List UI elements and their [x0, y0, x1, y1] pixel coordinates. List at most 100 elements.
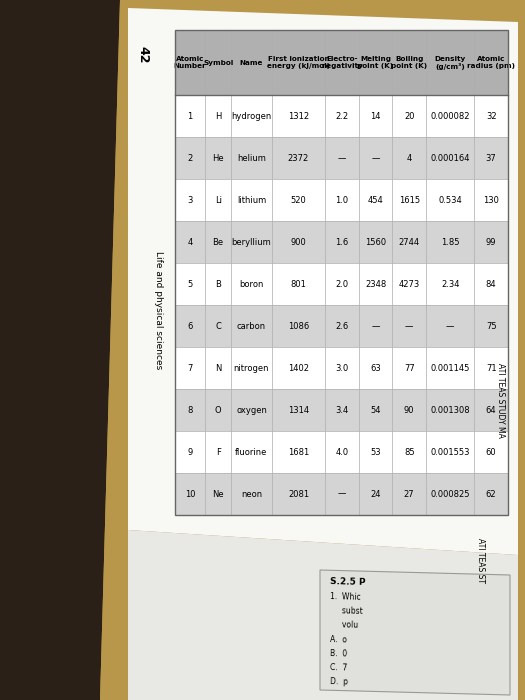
Text: 10: 10 — [185, 489, 195, 498]
Text: 3.4: 3.4 — [335, 405, 349, 414]
Polygon shape — [205, 221, 231, 263]
Polygon shape — [359, 473, 392, 515]
Text: 2.2: 2.2 — [335, 112, 349, 121]
Text: 6: 6 — [187, 322, 193, 330]
Polygon shape — [392, 137, 426, 179]
Text: Boiling
point (K): Boiling point (K) — [391, 56, 427, 69]
Polygon shape — [426, 221, 474, 263]
Polygon shape — [231, 389, 272, 431]
Text: 1: 1 — [187, 112, 193, 121]
Text: 14: 14 — [370, 112, 381, 121]
Polygon shape — [325, 221, 359, 263]
Text: 1402: 1402 — [288, 364, 309, 372]
Polygon shape — [392, 30, 426, 95]
Text: Atomic
radius (pm): Atomic radius (pm) — [467, 56, 515, 69]
Polygon shape — [0, 0, 120, 700]
Polygon shape — [272, 95, 325, 137]
Polygon shape — [231, 179, 272, 221]
Text: boron: boron — [239, 280, 264, 289]
Polygon shape — [320, 570, 510, 695]
Polygon shape — [426, 431, 474, 473]
Text: D.  p: D. p — [330, 676, 348, 686]
Polygon shape — [175, 431, 205, 473]
Polygon shape — [175, 473, 205, 515]
Polygon shape — [175, 95, 205, 137]
Polygon shape — [359, 263, 392, 305]
Polygon shape — [474, 95, 508, 137]
Polygon shape — [359, 431, 392, 473]
Text: 20: 20 — [404, 112, 414, 121]
Polygon shape — [359, 347, 392, 389]
Text: —: — — [405, 322, 413, 330]
Polygon shape — [426, 305, 474, 347]
Text: 8: 8 — [187, 405, 193, 414]
Text: —: — — [338, 489, 346, 498]
Polygon shape — [325, 305, 359, 347]
Text: —: — — [338, 154, 346, 163]
Polygon shape — [474, 137, 508, 179]
Text: A.  o: A. o — [330, 635, 347, 644]
Polygon shape — [205, 179, 231, 221]
Text: neon: neon — [241, 489, 262, 498]
Polygon shape — [205, 431, 231, 473]
Polygon shape — [359, 389, 392, 431]
Text: 0.001553: 0.001553 — [430, 447, 470, 456]
Text: N: N — [215, 364, 222, 372]
Text: oxygen: oxygen — [236, 405, 267, 414]
Text: First ionization
energy (kJ/mol): First ionization energy (kJ/mol) — [267, 56, 330, 69]
Polygon shape — [175, 179, 205, 221]
Polygon shape — [205, 30, 231, 95]
Text: fluorine: fluorine — [235, 447, 268, 456]
Text: helium: helium — [237, 154, 266, 163]
Polygon shape — [325, 347, 359, 389]
Text: 0.000082: 0.000082 — [430, 112, 470, 121]
Polygon shape — [474, 305, 508, 347]
Polygon shape — [272, 347, 325, 389]
Text: ATI TEAS STUDY MA: ATI TEAS STUDY MA — [496, 363, 505, 438]
Polygon shape — [474, 30, 508, 95]
Polygon shape — [392, 179, 426, 221]
Text: He: He — [213, 154, 224, 163]
Text: 90: 90 — [404, 405, 414, 414]
Text: 0.001145: 0.001145 — [430, 364, 470, 372]
Text: 77: 77 — [404, 364, 415, 372]
Polygon shape — [392, 431, 426, 473]
Text: 4: 4 — [406, 154, 412, 163]
Text: 7: 7 — [187, 364, 193, 372]
Text: Electro-
negativity: Electro- negativity — [321, 56, 363, 69]
Text: 2.0: 2.0 — [335, 280, 349, 289]
Polygon shape — [175, 389, 205, 431]
Polygon shape — [359, 221, 392, 263]
Polygon shape — [231, 263, 272, 305]
Text: —: — — [371, 322, 380, 330]
Text: subst: subst — [330, 606, 363, 616]
Polygon shape — [205, 305, 231, 347]
Polygon shape — [205, 389, 231, 431]
Text: H: H — [215, 112, 222, 121]
Text: 0.001308: 0.001308 — [430, 405, 470, 414]
Text: 130: 130 — [483, 196, 499, 205]
Polygon shape — [426, 30, 474, 95]
Polygon shape — [175, 30, 205, 95]
Polygon shape — [474, 179, 508, 221]
Polygon shape — [205, 263, 231, 305]
Polygon shape — [272, 221, 325, 263]
Polygon shape — [392, 95, 426, 137]
Text: 0.534: 0.534 — [438, 196, 462, 205]
Text: 520: 520 — [291, 196, 307, 205]
Text: 4.0: 4.0 — [335, 447, 349, 456]
Polygon shape — [205, 95, 231, 137]
Text: C: C — [215, 322, 221, 330]
Text: 1.  Whic: 1. Whic — [330, 592, 361, 602]
Polygon shape — [231, 347, 272, 389]
Polygon shape — [231, 30, 272, 95]
Polygon shape — [474, 221, 508, 263]
Text: 2.6: 2.6 — [335, 322, 349, 330]
Polygon shape — [175, 347, 205, 389]
Polygon shape — [272, 389, 325, 431]
Text: O: O — [215, 405, 222, 414]
Polygon shape — [231, 137, 272, 179]
Text: Be: Be — [213, 238, 224, 247]
Text: 62: 62 — [486, 489, 497, 498]
Text: Symbol: Symbol — [203, 60, 233, 66]
